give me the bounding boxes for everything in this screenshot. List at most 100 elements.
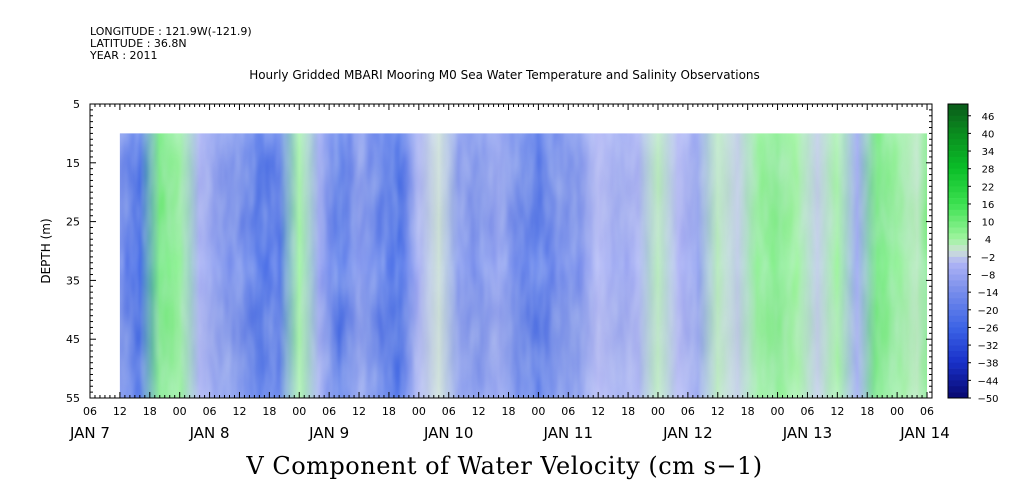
x-tick-label: 00 [771, 405, 785, 418]
colorbar-label: −8 [981, 271, 996, 282]
x-tick-label: 00 [890, 405, 904, 418]
colorbar-label: 22 [982, 182, 995, 193]
x-tick-label: 12 [591, 405, 605, 418]
y-axis-ticks: 5 15 25 35 45 55 [66, 98, 932, 405]
colorbar-segment [948, 350, 968, 358]
colorbar-label: 10 [982, 218, 995, 229]
colorbar-label: −44 [977, 376, 998, 387]
x-tick-label: 06 [800, 405, 814, 418]
colorbar-segment [948, 239, 968, 246]
colorbar-segment [948, 151, 968, 158]
colorbar-segment [948, 274, 968, 281]
colorbar-segment [948, 268, 968, 275]
y-tick-label: 45 [66, 333, 80, 346]
colorbar-segment [948, 192, 968, 199]
x-tick-label: 00 [173, 405, 187, 418]
colorbar-segment [948, 298, 968, 305]
data-field [119, 133, 928, 398]
colorbar-segment [948, 133, 968, 140]
colorbar-segment [948, 168, 968, 175]
x-tick-label: 12 [711, 405, 725, 418]
colorbar-segment [948, 121, 968, 128]
colorbar-segment [948, 315, 968, 322]
colorbar-segment [948, 198, 968, 205]
colorbar-segment [948, 221, 968, 228]
y-tick-label: 55 [66, 392, 80, 405]
y-tick-label: 15 [66, 157, 80, 170]
x-tick-label: 06 [83, 405, 97, 418]
colorbar-segment [948, 380, 968, 387]
colorbar-segment [948, 251, 968, 258]
colorbar-segment [948, 139, 968, 146]
colorbar-label: 46 [982, 112, 995, 123]
colorbar-label: −26 [977, 323, 998, 334]
colorbar-segment [948, 186, 968, 193]
colorbar-segment [948, 309, 968, 316]
colorbar-label: 4 [985, 235, 991, 246]
x-tick-label: 18 [143, 405, 157, 418]
colorbar-segment [948, 180, 968, 187]
x-tick-label: 06 [203, 405, 217, 418]
x-tick-label: 12 [232, 405, 246, 418]
colorbar-segment [948, 209, 968, 217]
colorbar-segment [948, 162, 968, 169]
x-tick-label: 06 [442, 405, 456, 418]
colorbar-label: −2 [981, 253, 996, 264]
colorbar-segment [948, 104, 968, 111]
colorbar-segment [948, 262, 968, 269]
x-tick-label: 18 [262, 405, 276, 418]
y-tick-label: 25 [66, 216, 80, 229]
x-axis-title: V Component of Water Velocity (cm s−1) [246, 452, 763, 480]
x-day-label: JAN 10 [423, 424, 474, 442]
y-axis-label: DEPTH (m) [39, 218, 53, 283]
x-tick-label: 12 [472, 405, 486, 418]
colorbar-frame [947, 103, 969, 399]
colorbar-segment [948, 174, 968, 181]
colorbar-label: −20 [977, 306, 998, 317]
colorbar-label: −50 [977, 394, 998, 405]
colorbar-segment [948, 280, 968, 287]
colorbar-segment [948, 227, 968, 234]
x-tick-label: 00 [651, 405, 665, 418]
depth-shading [119, 133, 928, 398]
colorbar-segment [948, 292, 968, 299]
x-day-label: JAN 7 [69, 424, 110, 442]
latitude-label: LATITUDE : 36.8N [90, 37, 187, 50]
colorbar-label: −32 [977, 341, 998, 352]
colorbar-segment [948, 339, 968, 346]
x-tick-label: 06 [681, 405, 695, 418]
x-day-label: JAN 9 [308, 424, 349, 442]
colorbar-segment [948, 127, 968, 134]
chart-title: Hourly Gridded MBARI Mooring M0 Sea Wate… [249, 68, 760, 82]
y-tick-label: 35 [66, 274, 80, 287]
x-tick-label: 06 [920, 405, 934, 418]
year-label: YEAR : 2011 [90, 49, 158, 62]
colorbar-label: 40 [982, 129, 995, 140]
colorbar-segment [948, 115, 968, 122]
x-tick-label: 18 [621, 405, 635, 418]
colorbar-segment [948, 356, 968, 364]
colorbar-segment [948, 233, 968, 240]
x-tick-label: 00 [292, 405, 306, 418]
colorbar-label: −38 [977, 359, 998, 370]
x-day-label: JAN 12 [662, 424, 713, 442]
y-tick-label: 5 [73, 98, 80, 111]
x-tick-label: 06 [561, 405, 575, 418]
colorbar-label: 28 [982, 165, 995, 176]
colorbar-segment [948, 368, 968, 375]
colorbar-segment [948, 156, 968, 164]
colorbar-label: 34 [982, 147, 995, 158]
colorbar-segment [948, 392, 968, 399]
x-day-label: JAN 14 [899, 424, 950, 442]
colorbar-segment [948, 109, 968, 117]
colorbar-segment [948, 245, 968, 252]
x-axis-ticks: 06 12 18 00 06 12 18 00 06 12 18 00 06 12 18 00 06 12 18 00… [69, 104, 950, 442]
colorbar: 46 40 34 28 22 16 10 4 −2 −8 −14 −20 −26 −32 −38 −44 −50 [947, 103, 999, 405]
x-tick-label: 00 [531, 405, 545, 418]
colorbar-segment [948, 362, 968, 369]
colorbar-segment [948, 145, 968, 152]
x-day-label: JAN 8 [189, 424, 230, 442]
colorbar-segment [948, 303, 968, 311]
x-tick-label: 18 [382, 405, 396, 418]
x-tick-label: 06 [322, 405, 336, 418]
